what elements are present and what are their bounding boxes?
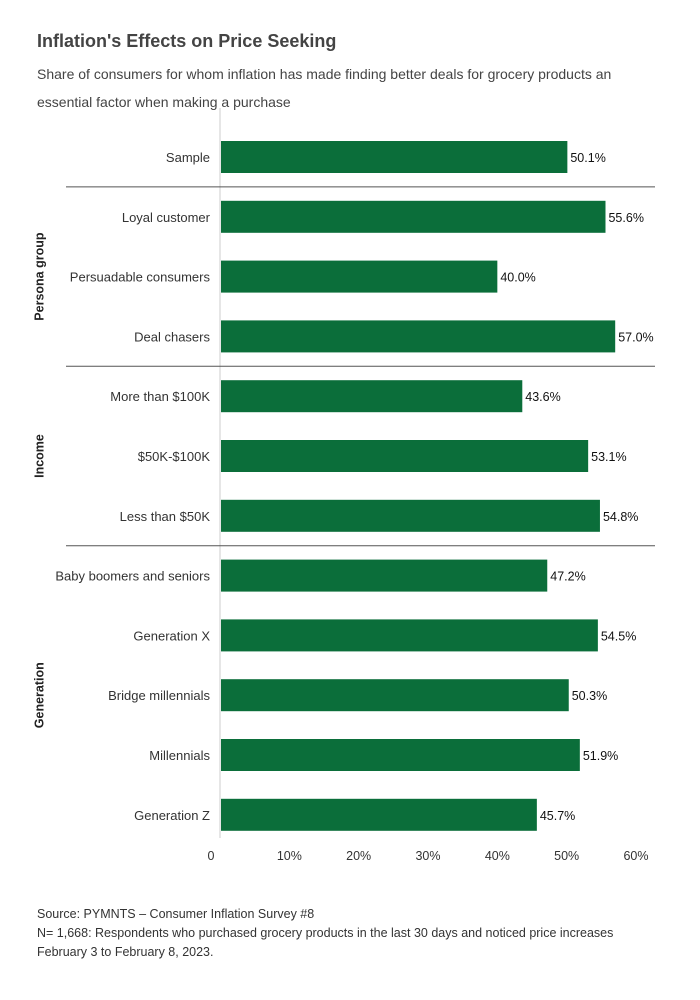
data-label: 55.6%: [608, 211, 643, 225]
group-label: Generation: [32, 662, 46, 728]
data-label: 50.3%: [572, 689, 607, 703]
bar: [221, 619, 598, 652]
bar: [221, 260, 498, 293]
footer-source: Source: PYMNTS – Consumer Inflation Surv…: [37, 907, 315, 921]
group-label: Persona group: [32, 232, 46, 321]
data-label: 54.8%: [603, 510, 638, 524]
data-label: 43.6%: [525, 390, 560, 404]
category-label: Sample: [166, 150, 210, 165]
x-tick-label: 0: [208, 849, 215, 863]
data-label: 47.2%: [550, 570, 585, 584]
category-label: Loyal customer: [122, 210, 211, 225]
chart-title: Inflation's Effects on Price Seeking: [37, 31, 337, 51]
category-label: Deal chasers: [134, 329, 210, 344]
category-label: Persuadable consumers: [70, 270, 211, 285]
group-label: Income: [32, 434, 46, 478]
bar: [221, 739, 580, 771]
data-label: 40.0%: [500, 271, 535, 285]
bar: [221, 380, 523, 413]
bar: [221, 320, 616, 353]
data-label: 45.7%: [540, 809, 575, 823]
x-tick-label: 20%: [346, 849, 371, 863]
bar-chart: Sample 50.1% Loyal customer 55.6% Persuadabl…: [32, 108, 655, 863]
bar: [221, 200, 606, 233]
x-tick-label: 10%: [277, 849, 302, 863]
category-label: More than $100K: [110, 389, 210, 404]
x-tick-label: 40%: [485, 849, 510, 863]
category-label: Generation X: [133, 628, 210, 643]
bar: [221, 798, 537, 831]
bar: [221, 141, 568, 173]
category-label: Bridge millennials: [108, 688, 210, 703]
data-label: 53.1%: [591, 450, 626, 464]
bar: [221, 440, 589, 472]
footer-dates: February 3 to February 8, 2023.: [37, 945, 214, 959]
category-label: Generation Z: [134, 808, 210, 823]
x-tick-label: 30%: [415, 849, 440, 863]
data-label: 57.0%: [618, 330, 653, 344]
bar: [221, 499, 600, 532]
x-tick-label: 60%: [623, 849, 648, 863]
category-label: Baby boomers and seniors: [55, 569, 210, 584]
data-label: 50.1%: [570, 151, 605, 165]
category-label: $50K-$100K: [138, 449, 211, 464]
x-tick-label: 50%: [554, 849, 579, 863]
category-label: Millennials: [149, 748, 210, 763]
chart-subtitle: Share of consumers for whom inflation ha…: [37, 66, 612, 110]
category-label: Less than $50K: [120, 509, 211, 524]
data-label: 54.5%: [601, 629, 636, 643]
chart-footer: Source: PYMNTS – Consumer Inflation Surv…: [37, 905, 637, 962]
bar: [221, 679, 569, 712]
data-label: 51.9%: [583, 749, 618, 763]
footer-note: N= 1,668: Respondents who purchased groc…: [37, 926, 614, 940]
bar: [221, 559, 548, 592]
